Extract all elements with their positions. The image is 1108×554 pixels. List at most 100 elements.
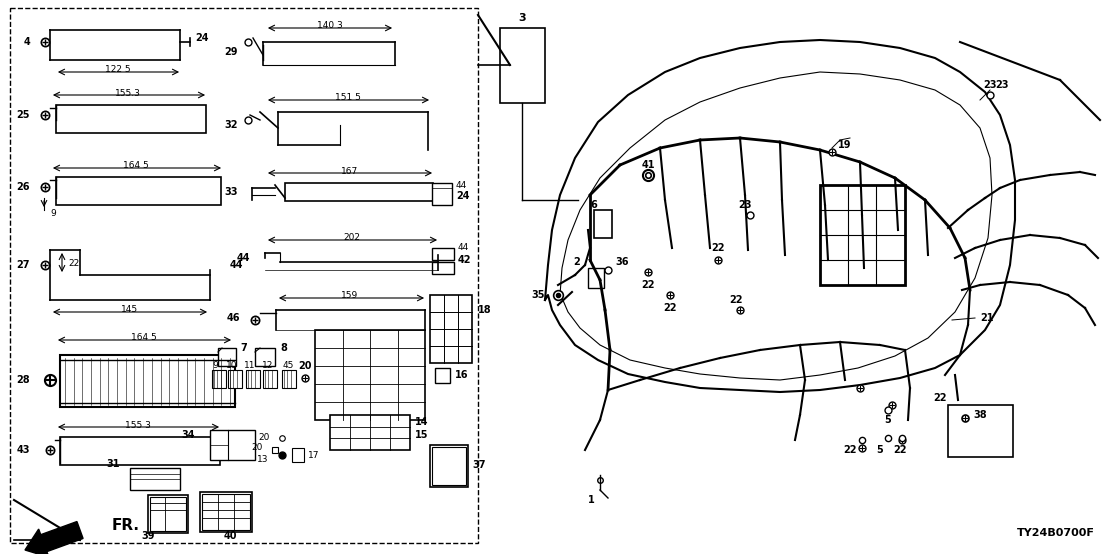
Bar: [283, 370, 296, 388]
Bar: [201, 492, 252, 532]
Text: 26: 26: [17, 182, 30, 192]
Text: 22: 22: [642, 280, 655, 290]
Text: 16: 16: [455, 370, 469, 380]
Text: 35: 35: [532, 290, 545, 300]
Bar: [57, 105, 206, 133]
Text: 13: 13: [256, 455, 268, 464]
Text: 38: 38: [973, 410, 987, 420]
Text: 23: 23: [995, 80, 1008, 90]
Text: 155 3: 155 3: [125, 420, 151, 429]
Bar: [315, 330, 425, 420]
Text: 167: 167: [341, 167, 359, 176]
Text: 140 3: 140 3: [317, 22, 342, 30]
FancyArrow shape: [25, 521, 83, 554]
Bar: [948, 405, 1013, 457]
Text: TY24B0700F: TY24B0700F: [1017, 528, 1095, 538]
Bar: [202, 494, 250, 530]
Text: 202: 202: [343, 233, 360, 243]
Text: 32: 32: [225, 120, 238, 130]
Text: 24: 24: [195, 33, 208, 43]
Text: 36: 36: [615, 257, 628, 267]
Text: 27: 27: [17, 260, 30, 270]
Bar: [432, 262, 454, 274]
Text: 25: 25: [17, 110, 30, 120]
Text: 44: 44: [456, 181, 468, 189]
Text: 145: 145: [122, 305, 138, 315]
Text: 20: 20: [298, 361, 311, 371]
Bar: [228, 370, 242, 388]
Text: 22: 22: [711, 243, 725, 253]
Bar: [330, 415, 410, 450]
Text: 40: 40: [223, 531, 237, 541]
Bar: [432, 183, 452, 205]
Bar: [255, 348, 275, 366]
Text: 44: 44: [236, 253, 250, 263]
Text: 43: 43: [17, 445, 30, 455]
Text: 164 5: 164 5: [123, 162, 148, 171]
Bar: [212, 370, 226, 388]
Bar: [435, 368, 450, 383]
Text: 12: 12: [263, 362, 274, 371]
Text: 44: 44: [458, 244, 470, 253]
Text: 46: 46: [226, 313, 240, 323]
Bar: [148, 495, 188, 533]
Bar: [820, 185, 905, 285]
Text: 10: 10: [226, 362, 238, 371]
Text: 45: 45: [283, 362, 294, 371]
Text: 155.3: 155.3: [115, 89, 141, 98]
Bar: [293, 448, 304, 462]
Text: 20: 20: [258, 433, 270, 442]
Bar: [285, 183, 433, 201]
Bar: [60, 437, 220, 465]
Text: 29: 29: [225, 47, 238, 57]
Bar: [130, 468, 179, 490]
Text: 1: 1: [588, 495, 595, 505]
Bar: [57, 177, 220, 205]
Text: 164 5: 164 5: [131, 334, 157, 342]
Text: 19: 19: [838, 140, 852, 150]
Text: 9: 9: [50, 208, 55, 218]
Bar: [60, 355, 235, 407]
Text: 31: 31: [106, 459, 120, 469]
Text: 8: 8: [280, 343, 287, 353]
Bar: [432, 447, 466, 485]
Text: 151 5: 151 5: [335, 94, 361, 102]
Bar: [432, 248, 454, 260]
Text: 21: 21: [979, 313, 994, 323]
Text: 159: 159: [341, 291, 359, 300]
Bar: [263, 370, 277, 388]
Text: 22: 22: [933, 393, 946, 403]
Bar: [588, 268, 604, 288]
Text: 2: 2: [573, 257, 579, 267]
Text: 39: 39: [141, 531, 155, 541]
Text: 4: 4: [23, 37, 30, 47]
Text: 24: 24: [456, 191, 470, 201]
Text: FR.: FR.: [112, 517, 140, 532]
Text: 14: 14: [416, 417, 429, 427]
Bar: [500, 28, 545, 103]
Text: 20: 20: [252, 443, 263, 452]
Bar: [594, 210, 612, 238]
Text: 6: 6: [591, 200, 597, 210]
Bar: [150, 497, 186, 531]
Text: 44: 44: [230, 260, 244, 270]
Text: 22: 22: [68, 259, 80, 268]
Text: 22: 22: [893, 445, 906, 455]
Bar: [218, 348, 236, 366]
Text: 23: 23: [983, 80, 997, 90]
Text: 122 5: 122 5: [105, 65, 131, 74]
Text: 28: 28: [17, 375, 30, 385]
Text: 42: 42: [458, 255, 472, 265]
Text: 15: 15: [416, 430, 429, 440]
Text: 41: 41: [642, 160, 655, 170]
Bar: [430, 295, 472, 363]
Text: 7: 7: [240, 343, 247, 353]
Bar: [10, 8, 478, 543]
Text: 17: 17: [308, 450, 319, 459]
Text: 3: 3: [519, 13, 526, 23]
Text: 23: 23: [738, 200, 751, 210]
Bar: [246, 370, 260, 388]
Text: 5: 5: [876, 445, 883, 455]
Text: 22: 22: [729, 295, 742, 305]
Text: 5: 5: [884, 415, 891, 425]
